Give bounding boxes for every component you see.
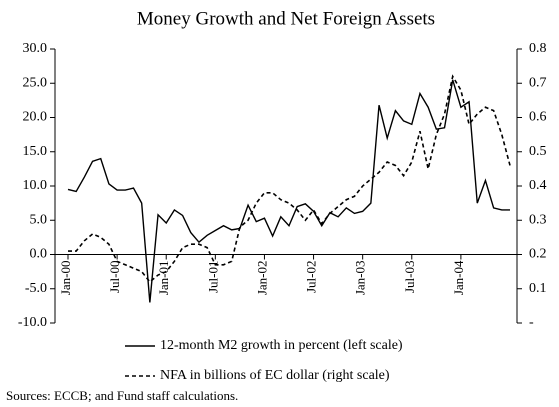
x-tick-label: Jan-04 [451,260,466,295]
y-tick-label: 20.0 [23,110,48,125]
y2-tick-label: 0.7 [529,75,547,90]
series-line [67,79,510,303]
series-line [68,74,511,284]
y2-tick-label: 0.3 [529,212,547,227]
y-tick-label: 0.0 [30,247,48,262]
x-tick-label: Jul-00 [107,261,122,294]
x-tick-label: Jan-03 [353,261,368,296]
y2-tick-label: 0.2 [529,247,547,262]
y-tick-label: 10.0 [23,178,48,193]
x-tick-label: Jul-02 [304,261,319,294]
chart-title: Money Growth and Net Foreign Assets [137,8,435,29]
x-tick-label: Jan-00 [58,261,73,296]
y-tick-label: 15.0 [23,144,48,159]
source-note: Sources: ECCB; and Fund staff calculatio… [6,388,238,403]
legend-label: NFA in billions of EC dollar (right scal… [160,368,390,383]
x-tick-label: Jan-01 [156,261,171,296]
x-tick-label: Jul-03 [402,261,417,294]
y-tick-label: -10.0 [18,315,47,330]
y-tick-label: 30.0 [23,41,48,56]
y2-tick-label: 0.1 [529,281,547,296]
y-tick-label: 5.0 [30,212,48,227]
y2-tick-label: - [529,315,534,330]
y-tick-label: 25.0 [23,75,48,90]
y-tick-label: -5.0 [25,281,47,296]
y2-tick-label: 0.4 [529,178,547,193]
legend-label: 12-month M2 growth in percent (left scal… [160,338,403,353]
y2-tick-label: 0.8 [529,41,547,56]
x-tick-label: Jul-01 [205,261,220,294]
x-tick-label: Jan-02 [254,261,269,296]
y2-tick-label: 0.6 [529,110,547,125]
y2-tick-label: 0.5 [529,144,547,159]
